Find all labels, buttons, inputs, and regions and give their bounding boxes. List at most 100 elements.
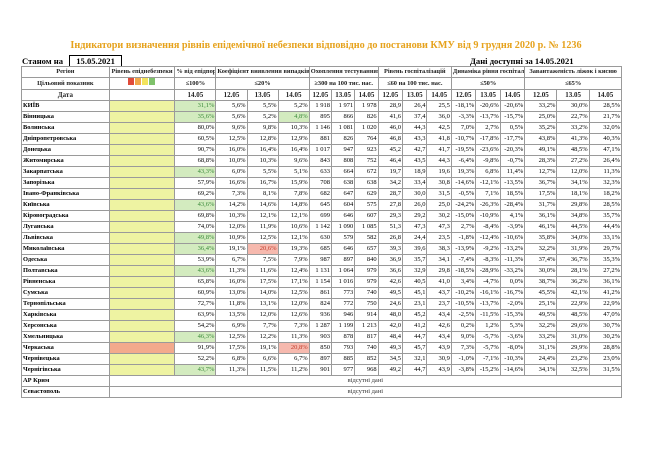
level-cell: [108, 298, 176, 310]
beds-value: 33,2%: [524, 331, 558, 343]
coef-value: 15,9%: [277, 177, 310, 189]
dyn-value: -8,4%: [475, 221, 501, 233]
level-cell: [108, 364, 176, 376]
testing-value: 682: [308, 188, 332, 200]
date-coef-2: 13.05: [246, 89, 279, 101]
table-row: Донецька 90,7% 16,0% 16,4% 16,4% 1 017 947 923 4…: [21, 144, 623, 156]
dyn-value: 0,0%: [499, 276, 526, 288]
legend-swatch: [135, 78, 142, 85]
coef-value: 6,6%: [246, 353, 279, 365]
coef-value: 9,6%: [277, 155, 310, 167]
oxygen-pct: 65,8%: [174, 276, 217, 288]
testing-value: 672: [354, 166, 379, 178]
beds-value: 23,0%: [588, 353, 623, 365]
beds-value: 23,2%: [556, 353, 590, 365]
testing-value: 1 020: [354, 122, 379, 134]
level-cell: [108, 133, 176, 145]
oxygen-pct: 68,8%: [174, 155, 217, 167]
dyn-value: -4,7%: [475, 276, 501, 288]
beds-value: 11,3%: [588, 166, 623, 178]
testing-value: 897: [330, 254, 356, 266]
testing-value: 901: [308, 364, 332, 376]
oxygen-pct: 57,9%: [174, 177, 217, 189]
testing-value: 582: [354, 232, 379, 244]
dyn-value: 7,0%: [450, 122, 477, 134]
region-name: Донецька: [21, 144, 110, 156]
testing-value: 1 199: [330, 320, 356, 332]
hosp-value: 19,7: [377, 166, 404, 178]
hosp-value: 48,4: [377, 331, 404, 343]
dyn-value: -17,8%: [475, 133, 501, 145]
dyn-value: -10,6%: [499, 232, 526, 244]
hosp-value: 32,1: [402, 353, 428, 365]
level-cell: [108, 276, 176, 288]
testing-value: 826: [330, 133, 356, 145]
region-name: Хмельницька: [21, 331, 110, 343]
dyn-value: -0,5%: [450, 188, 477, 200]
dyn-value: -12,1%: [475, 177, 501, 189]
beds-value: 33,2%: [556, 122, 590, 134]
testing-value: 638: [330, 177, 356, 189]
oxygen-pct: 52,2%: [174, 353, 217, 365]
dyn-value: 2,7%: [450, 221, 477, 233]
beds-value: 29,8%: [556, 199, 590, 211]
region-name: Київська: [21, 199, 110, 211]
beds-value: 44,5%: [556, 221, 590, 233]
region-name: Кіровоградська: [21, 210, 110, 222]
beds-value: 28,5%: [588, 199, 623, 211]
coef-value: 12,8%: [246, 133, 279, 145]
missing-data-note: відсутні дані: [108, 375, 623, 387]
beds-value: 43,8%: [524, 133, 558, 145]
dyn-value: 0,2%: [450, 320, 477, 332]
coef-value: 6,8%: [215, 353, 248, 365]
dyn-value: -13,7%: [475, 111, 501, 123]
beds-value: 12,0%: [556, 166, 590, 178]
dyn-value: -20,3%: [499, 144, 526, 156]
oxygen-pct: 46,3%: [174, 331, 217, 343]
dyn-value: 11,4%: [499, 166, 526, 178]
testing-value: 1 064: [330, 265, 356, 277]
coef-value: 7,3%: [215, 188, 248, 200]
testing-value: 1 081: [330, 122, 356, 134]
coef-value: 5,2%: [277, 100, 310, 112]
testing-value: 629: [354, 188, 379, 200]
level-cell: [108, 122, 176, 134]
coef-value: 19,1%: [246, 342, 279, 354]
testing-value: 968: [354, 364, 379, 376]
hosp-value: 44,7: [402, 331, 428, 343]
dyn-value: -3,8%: [450, 364, 477, 376]
coef-value: 10,3%: [277, 122, 310, 134]
dyn-value: -23,6%: [475, 144, 501, 156]
header-testing: Охоплення тестуванням: [308, 66, 379, 78]
testing-value: 699: [308, 210, 332, 222]
header-dyn: Динаміка рівня госпіталізацій: [450, 66, 526, 78]
beds-value: 29,7%: [588, 243, 623, 255]
hosp-value: 39,6: [402, 243, 428, 255]
coef-value: 16,4%: [277, 144, 310, 156]
dyn-value: -3,3%: [450, 111, 477, 123]
beds-value: 38,7%: [524, 276, 558, 288]
table-row: Харківська 63,9% 13,5% 12,0% 12,6% 936 946 914 4…: [21, 309, 623, 321]
testing-value: 772: [330, 298, 356, 310]
coef-value: 7,5%: [246, 254, 279, 266]
region-name: Рівненська: [21, 276, 110, 288]
table-row: Вінницька 35,6% 5,6% 5,2% 4,8% 895 866 826 41,6 3…: [21, 111, 623, 123]
hosp-value: 26,0: [402, 199, 428, 211]
hosp-value: 44,3: [426, 155, 452, 167]
testing-value: 647: [330, 188, 356, 200]
coef-value: 12,0%: [277, 298, 310, 310]
testing-value: 897: [308, 353, 332, 365]
coef-value: 13,1%: [246, 298, 279, 310]
beds-value: 35,3%: [588, 254, 623, 266]
beds-value: 32,5%: [556, 364, 590, 376]
table-row: Сумська 60,9% 13,0% 14,0% 12,5% 861 773 740 49,5…: [21, 287, 623, 299]
coef-value: 11,9%: [246, 221, 279, 233]
coef-value: 5,5%: [246, 100, 279, 112]
hosp-value: 23,1: [402, 298, 428, 310]
coef-value: 11,6%: [246, 265, 279, 277]
beds-value: 32,2%: [524, 243, 558, 255]
hosp-value: 49,2: [377, 364, 404, 376]
coef-value: 7,3%: [277, 320, 310, 332]
level-cell: [108, 177, 176, 189]
coef-value: 11,5%: [246, 364, 279, 376]
